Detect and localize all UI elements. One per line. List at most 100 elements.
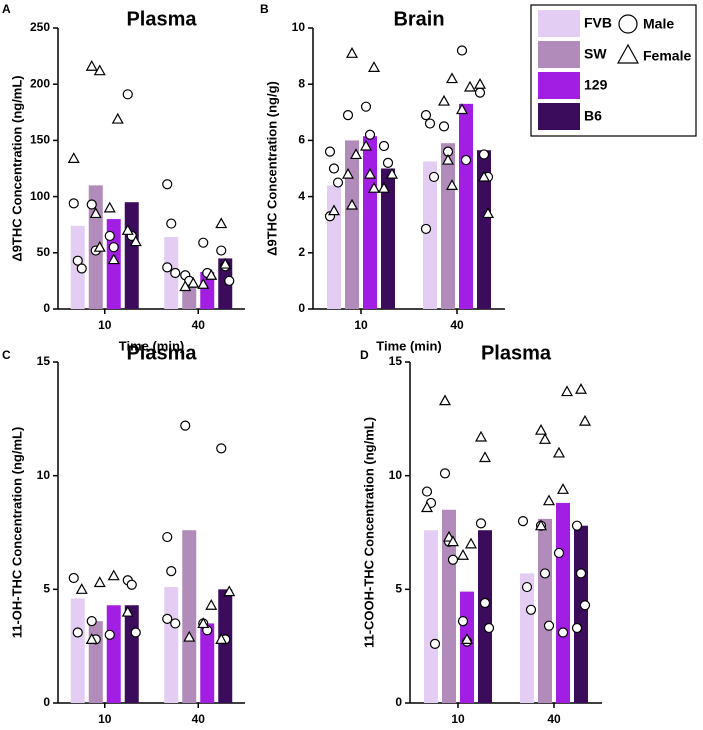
female-point (420, 501, 434, 513)
female-point (205, 269, 218, 280)
female-point (85, 59, 98, 71)
bar (460, 591, 474, 703)
bar (106, 605, 121, 703)
legend-swatch (538, 41, 580, 68)
chart-title: Plasma (126, 342, 197, 364)
panel-letter: C (2, 348, 11, 362)
female-point (556, 483, 570, 494)
male-point (378, 140, 390, 152)
female-point (121, 224, 134, 235)
female-point (197, 617, 210, 629)
male-point (420, 110, 432, 121)
female-point (341, 167, 355, 179)
male-point (421, 486, 433, 497)
female-point (85, 633, 98, 644)
male-point (166, 218, 177, 229)
y-tick-label: 100 (30, 189, 50, 203)
female-point (215, 633, 228, 644)
bar (70, 598, 85, 703)
female-point (187, 276, 200, 288)
female-point (464, 537, 478, 549)
male-point (517, 516, 529, 527)
bar (423, 161, 437, 309)
male-point (579, 600, 591, 611)
y-tick-label: 250 (30, 20, 50, 34)
male-point (439, 468, 451, 479)
male-point (68, 198, 79, 209)
male-point (162, 179, 173, 190)
male-point (216, 443, 227, 454)
x-tick-label: 40 (192, 318, 206, 332)
female-point (438, 394, 452, 406)
male-point (571, 520, 583, 531)
male-point (216, 245, 227, 256)
female-point (179, 280, 192, 292)
male-point (429, 638, 441, 649)
male-point (483, 622, 495, 634)
bar (538, 518, 552, 703)
male-point (72, 627, 83, 638)
bar (556, 502, 570, 703)
chart-title: Plasma (126, 8, 197, 30)
female-point (197, 278, 210, 289)
bar (363, 136, 377, 309)
male-point (543, 620, 555, 631)
y-tick-label: 50 (37, 245, 51, 259)
y-tick-label: 2 (298, 245, 305, 259)
y-tick-label: 200 (30, 76, 50, 90)
female-point (534, 519, 548, 531)
male-point (68, 572, 79, 584)
panel-letter: D (360, 348, 369, 362)
female-point (538, 433, 552, 444)
female-point (574, 383, 588, 394)
male-point (166, 566, 177, 577)
male-point (162, 262, 173, 273)
male-point (474, 87, 486, 98)
female-point (129, 235, 142, 247)
legend-label: B6 (584, 108, 602, 124)
female-point (463, 80, 477, 92)
y-tick-label: 0 (43, 695, 50, 709)
bar (574, 525, 588, 703)
male-point (553, 547, 565, 559)
bar (381, 168, 395, 309)
female-point (93, 576, 106, 588)
panel-letter: A (2, 2, 11, 16)
male-point (478, 149, 490, 160)
male-point (575, 568, 587, 579)
male-point (382, 157, 394, 168)
female-point (93, 240, 106, 252)
female-point (481, 207, 495, 219)
x-tick-label: 40 (192, 712, 206, 725)
y-tick-label: 15 (37, 354, 51, 368)
bar (478, 530, 492, 703)
y-axis-label: 11-COOH-THC Concentration (ng/mL) (361, 417, 376, 648)
male-point (525, 604, 537, 615)
legend-marker-label: Female (643, 48, 691, 64)
female-point (441, 153, 455, 165)
female-point (349, 148, 363, 160)
male-point (328, 163, 340, 174)
male-point (360, 101, 372, 112)
female-point (542, 494, 556, 506)
female-point (367, 181, 381, 193)
y-tick-label: 10 (37, 468, 51, 482)
female-point (445, 72, 459, 84)
x-tick-label: 10 (451, 712, 465, 725)
bar (345, 140, 359, 309)
female-point (534, 423, 548, 435)
female-point (445, 179, 459, 190)
chart-title: Brain (393, 8, 444, 30)
male-point (342, 110, 354, 121)
legend-swatch (538, 10, 580, 37)
male-point (180, 420, 191, 431)
male-point (457, 616, 469, 627)
female-point (560, 385, 574, 397)
male-point (332, 177, 344, 188)
legend-swatch (538, 72, 580, 99)
y-tick-label: 0 (298, 301, 305, 315)
bar (424, 530, 438, 703)
x-tick-label: 40 (450, 318, 464, 332)
male-point (324, 146, 336, 157)
